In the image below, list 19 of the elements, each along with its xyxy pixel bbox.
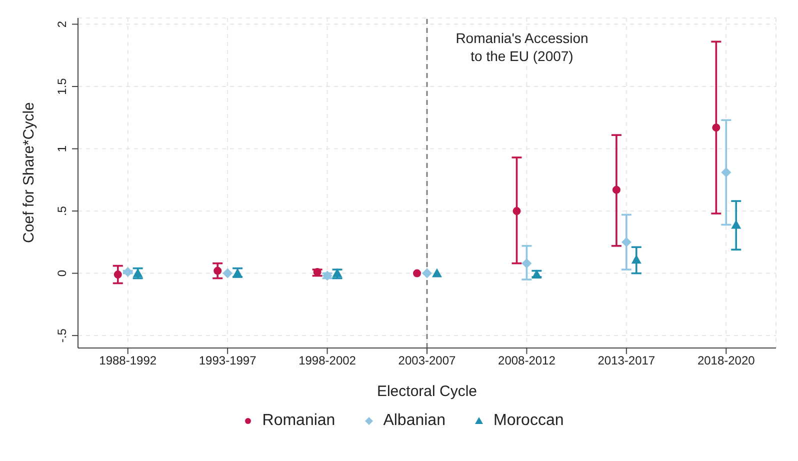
y-tick-label: -.5 <box>55 328 69 343</box>
x-axis-title: Electoral Cycle <box>376 383 478 400</box>
x-tick-label: 1988-1992 <box>99 354 157 368</box>
y-tick-label: 1 <box>55 145 69 152</box>
x-tick-label: 2003-2007 <box>398 354 456 368</box>
x-tick-label: 1993-1997 <box>198 354 257 368</box>
y-tick-label: .5 <box>55 206 69 216</box>
y-tick-label: 0 <box>55 270 69 277</box>
legend-label: Moroccan <box>492 412 564 430</box>
x-tick-label: 2008-2012 <box>498 354 556 368</box>
x-tick-label: 1998-2002 <box>298 354 356 368</box>
x-tick-label: 2018-2020 <box>697 354 756 368</box>
legend-label: Romanian <box>261 412 336 430</box>
legend-label: Albanian <box>382 412 446 430</box>
y-tick-label: 2 <box>55 20 69 28</box>
ref-line-label: Romania's Accession to the EU (2007) <box>456 30 588 64</box>
y-axis-title: Coef for Share*Cycle <box>20 102 38 243</box>
y-tick-label: 1.5 <box>55 78 69 95</box>
x-tick-label: 2013-2017 <box>598 354 656 368</box>
